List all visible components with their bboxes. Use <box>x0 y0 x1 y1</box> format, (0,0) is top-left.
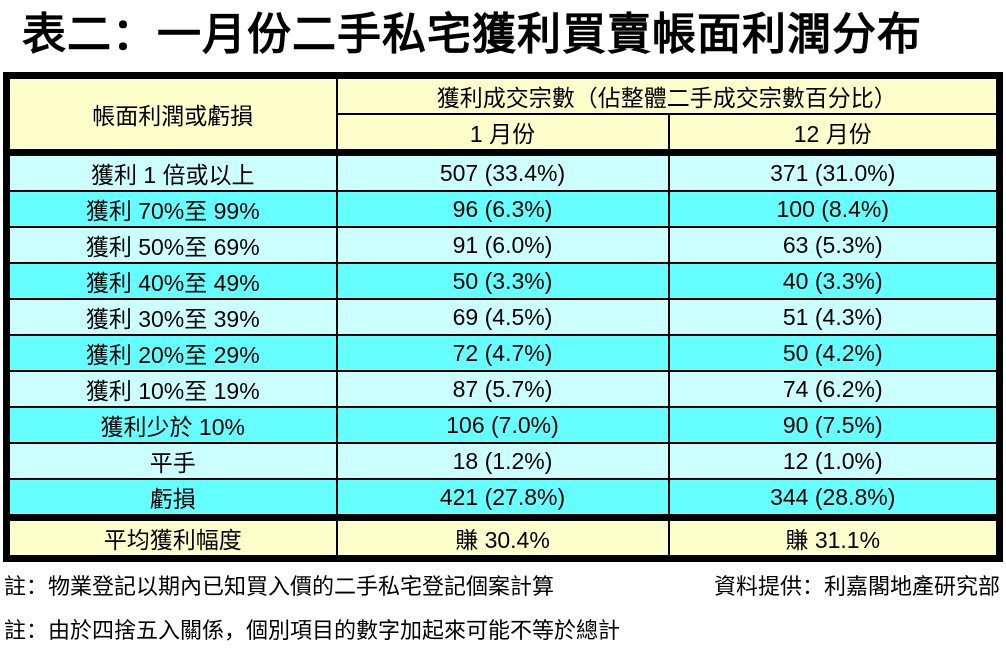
table-row: 獲利 20%至 29% 72 (4.7%) 50 (4.2%) <box>5 334 1001 372</box>
row-dec-value: 90 (7.5%) <box>667 406 1001 444</box>
row-jan-value: 507 (33.4%) <box>335 149 670 192</box>
header-row-months: 1 月份 12 月份 <box>7 113 1001 154</box>
table-row: 獲利 40%至 49% 50 (3.3%) 40 (3.3%) <box>5 262 1001 300</box>
header-group-label: 獲利成交宗數（佔整體二手成交宗數百分比） <box>335 74 1001 115</box>
row-dec-value: 371 (31.0%) <box>667 149 1001 192</box>
row-label: 平手 <box>5 442 338 480</box>
row-jan-value: 18 (1.2%) <box>335 442 670 480</box>
summary-row: 平均獲利幅度 賺 30.4% 賺 31.1% <box>5 514 1001 560</box>
footnote-calculation: 註：物業登記以期內已知買入價的二手私宅登記個案計算 <box>4 574 555 599</box>
footnotes: 註：物業登記以期內已知買入價的二手私宅登記個案計算 資料提供：利嘉閣地產研究部 … <box>4 569 1000 645</box>
row-dec-value: 50 (4.2%) <box>667 334 1001 372</box>
row-dec-value: 344 (28.8%) <box>667 478 1001 519</box>
row-jan-value: 50 (3.3%) <box>335 262 670 300</box>
row-jan-value: 96 (6.3%) <box>335 190 670 228</box>
table-body: 獲利 1 倍或以上 507 (33.4%) 371 (31.0%) 獲利 70%… <box>5 149 1001 519</box>
table-row: 獲利 50%至 69% 91 (6.0%) 63 (5.3%) <box>5 226 1001 264</box>
row-label: 獲利 30%至 39% <box>5 298 338 336</box>
row-dec-value: 12 (1.0%) <box>667 442 1001 480</box>
table-row: 獲利 10%至 19% 87 (5.7%) 74 (6.2%) <box>5 370 1001 408</box>
row-jan-value: 91 (6.0%) <box>335 226 670 264</box>
header-row-label: 帳面利潤或虧損 <box>5 74 338 154</box>
row-label: 獲利 70%至 99% <box>5 190 338 228</box>
profit-distribution-table: 帳面利潤或虧損 獲利成交宗數（佔整體二手成交宗數百分比） 1 月份 12 月份 … <box>3 72 1003 562</box>
row-label: 獲利 1 倍或以上 <box>5 149 338 192</box>
row-jan-value: 69 (4.5%) <box>335 298 670 336</box>
row-label: 獲利 10%至 19% <box>5 370 338 408</box>
row-jan-value: 421 (27.8%) <box>335 478 670 519</box>
table-row: 虧損 421 (27.8%) 344 (28.8%) <box>5 478 1001 519</box>
footnote-rounding: 註：由於四捨五入關係，個別項目的數字加起來可能不等於總計 <box>4 618 621 643</box>
row-dec-value: 40 (3.3%) <box>667 262 1001 300</box>
table-row: 獲利 70%至 99% 96 (6.3%) 100 (8.4%) <box>5 190 1001 228</box>
footnote-line-1: 註：物業登記以期內已知買入價的二手私宅登記個案計算 資料提供：利嘉閣地產研究部 <box>4 569 1000 601</box>
data-source-credit: 資料提供：利嘉閣地產研究部 <box>713 574 1000 599</box>
table-header: 帳面利潤或虧損 獲利成交宗數（佔整體二手成交宗數百分比） 1 月份 12 月份 <box>5 74 1001 154</box>
header-col-december: 12 月份 <box>667 113 1001 154</box>
header-row-group: 帳面利潤或虧損 獲利成交宗數（佔整體二手成交宗數百分比） <box>5 74 1001 154</box>
row-label: 虧損 <box>5 478 338 519</box>
summary-dec-value: 賺 31.1% <box>667 514 1001 560</box>
row-dec-value: 100 (8.4%) <box>667 190 1001 228</box>
summary-row-label: 平均獲利幅度 <box>5 514 338 560</box>
row-jan-value: 106 (7.0%) <box>335 406 670 444</box>
row-dec-value: 63 (5.3%) <box>667 226 1001 264</box>
row-label: 獲利 40%至 49% <box>5 262 338 300</box>
row-jan-value: 72 (4.7%) <box>335 334 670 372</box>
table-footer: 平均獲利幅度 賺 30.4% 賺 31.1% <box>5 514 1001 560</box>
summary-jan-value: 賺 30.4% <box>335 514 670 560</box>
table-row: 獲利少於 10% 106 (7.0%) 90 (7.5%) <box>5 406 1001 444</box>
table-row: 平手 18 (1.2%) 12 (1.0%) <box>5 442 1001 480</box>
row-dec-value: 74 (6.2%) <box>667 370 1001 408</box>
row-label: 獲利 20%至 29% <box>5 334 338 372</box>
row-label: 獲利 50%至 69% <box>5 226 338 264</box>
page-title: 表二：一月份二手私宅獲利買賣帳面利潤分布 <box>22 10 922 59</box>
row-dec-value: 51 (4.3%) <box>667 298 1001 336</box>
table-row: 獲利 1 倍或以上 507 (33.4%) 371 (31.0%) <box>5 149 1001 192</box>
table-row: 獲利 30%至 39% 69 (4.5%) 51 (4.3%) <box>5 298 1001 336</box>
row-jan-value: 87 (5.7%) <box>335 370 670 408</box>
header-col-january: 1 月份 <box>335 113 670 154</box>
row-label: 獲利少於 10% <box>5 406 338 444</box>
